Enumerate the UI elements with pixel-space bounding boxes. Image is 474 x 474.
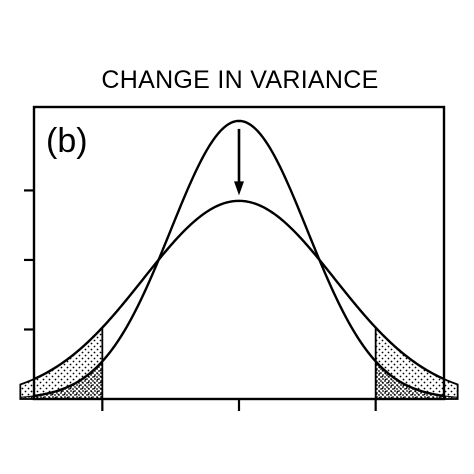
curve-narrow — [33, 119, 445, 398]
curve-wide — [33, 199, 445, 381]
variance-arrow — [234, 128, 244, 196]
chart-title: CHANGE IN VARIANCE — [101, 66, 378, 94]
arrow-head — [234, 181, 244, 196]
curves — [33, 119, 445, 398]
axis-ticks — [24, 189, 377, 411]
shaded-tails — [19, 325, 459, 400]
panel-label: (b) — [46, 122, 88, 160]
